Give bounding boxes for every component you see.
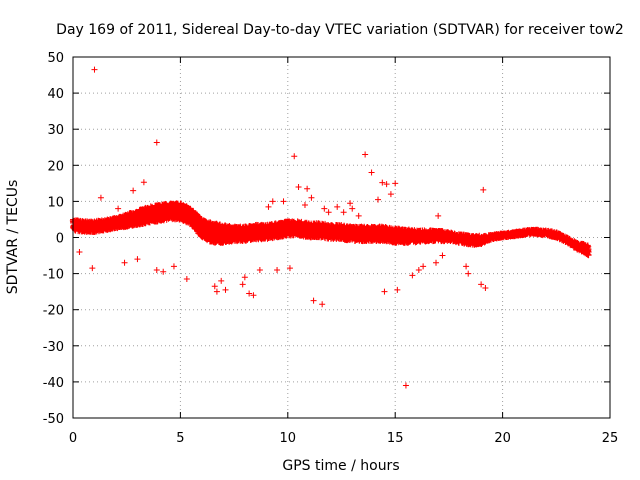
y-tick-label: 50 — [47, 51, 64, 66]
y-tick-label: -40 — [43, 376, 64, 391]
x-tick-label: 5 — [176, 431, 184, 446]
chart-title: Day 169 of 2011, Sidereal Day-to-day VTE… — [56, 22, 624, 38]
y-tick-label: -30 — [43, 340, 64, 355]
y-tick-label: -20 — [43, 304, 64, 319]
y-tick-label: -50 — [43, 412, 64, 427]
x-tick-label: 15 — [387, 431, 404, 446]
x-tick-label: 20 — [494, 431, 511, 446]
y-tick-label: 40 — [47, 87, 64, 102]
y-tick-label: 0 — [56, 232, 64, 247]
y-tick-label: 20 — [47, 159, 64, 174]
x-tick-label: 25 — [602, 431, 619, 446]
y-axis-ticks: -50 -40 -30 -20 -10 0 10 20 30 40 50 — [43, 51, 610, 427]
x-tick-label: 0 — [69, 431, 77, 446]
y-tick-label: 30 — [47, 123, 64, 138]
x-tick-label: 10 — [280, 431, 297, 446]
x-axis-ticks: 0 5 10 15 20 25 — [69, 57, 618, 446]
data-points — [69, 66, 592, 389]
y-tick-label: -10 — [43, 268, 64, 283]
y-tick-label: 10 — [47, 195, 64, 210]
